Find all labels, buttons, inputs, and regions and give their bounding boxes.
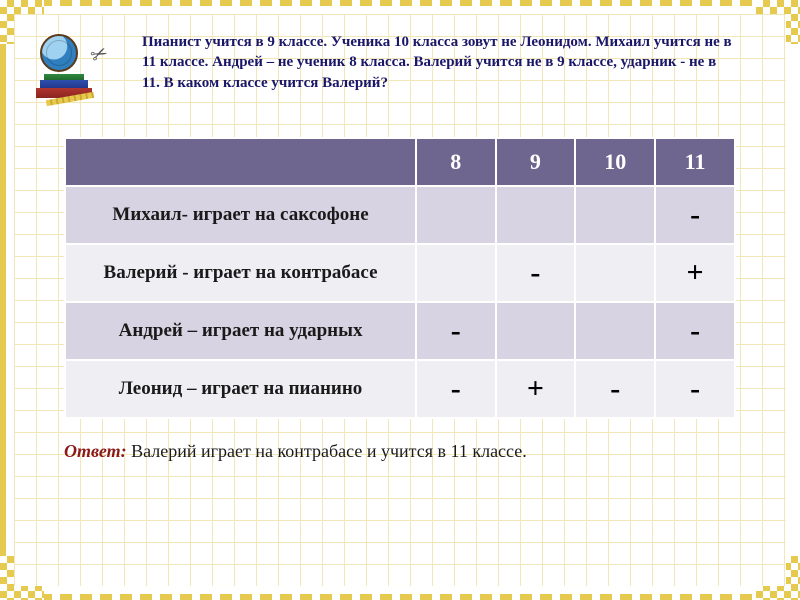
row-cell [496, 302, 576, 360]
row-cell [416, 244, 495, 302]
row-cell: - [655, 302, 735, 360]
row-name: Леонид – играет на пианино [65, 360, 416, 418]
row-cell [575, 244, 655, 302]
answer-label: Ответ: [64, 441, 127, 461]
question-text: Пианист учится в 9 классе. Ученика 10 кл… [142, 32, 736, 93]
header-col: 11 [655, 138, 735, 186]
row-name: Михаил- играет на саксофоне [65, 186, 416, 244]
row-cell: - [575, 360, 655, 418]
row-name: Валерий - играет на контрабасе [65, 244, 416, 302]
answer-text: Валерий играет на контрабасе и учится в … [127, 441, 527, 461]
row-cell [496, 186, 576, 244]
row-cell: + [496, 360, 576, 418]
table-row: Андрей – играет на ударных - - [65, 302, 735, 360]
slide-page: ✂ Пианист учится в 9 классе. Ученика 10 … [14, 14, 786, 586]
row-name: Андрей – играет на ударных [65, 302, 416, 360]
row-cell: - [655, 360, 735, 418]
row-cell: - [655, 186, 735, 244]
row-cell: - [496, 244, 576, 302]
logic-table: 8 9 10 11 Михаил- играет на саксофоне - … [64, 137, 736, 419]
row-cell [416, 186, 495, 244]
school-supplies-icon: ✂ [36, 30, 106, 100]
header-empty [65, 138, 416, 186]
header-col: 10 [575, 138, 655, 186]
table-row: Леонид – играет на пианино - + - - [65, 360, 735, 418]
row-cell [575, 302, 655, 360]
table-row: Михаил- играет на саксофоне - [65, 186, 735, 244]
row-cell: - [416, 360, 495, 418]
header-col: 9 [496, 138, 576, 186]
row-cell [575, 186, 655, 244]
answer-line: Ответ: Валерий играет на контрабасе и уч… [64, 441, 736, 462]
table-row: Валерий - играет на контрабасе - + [65, 244, 735, 302]
header-col: 8 [416, 138, 495, 186]
row-cell: - [416, 302, 495, 360]
row-cell: + [655, 244, 735, 302]
table-header-row: 8 9 10 11 [65, 138, 735, 186]
